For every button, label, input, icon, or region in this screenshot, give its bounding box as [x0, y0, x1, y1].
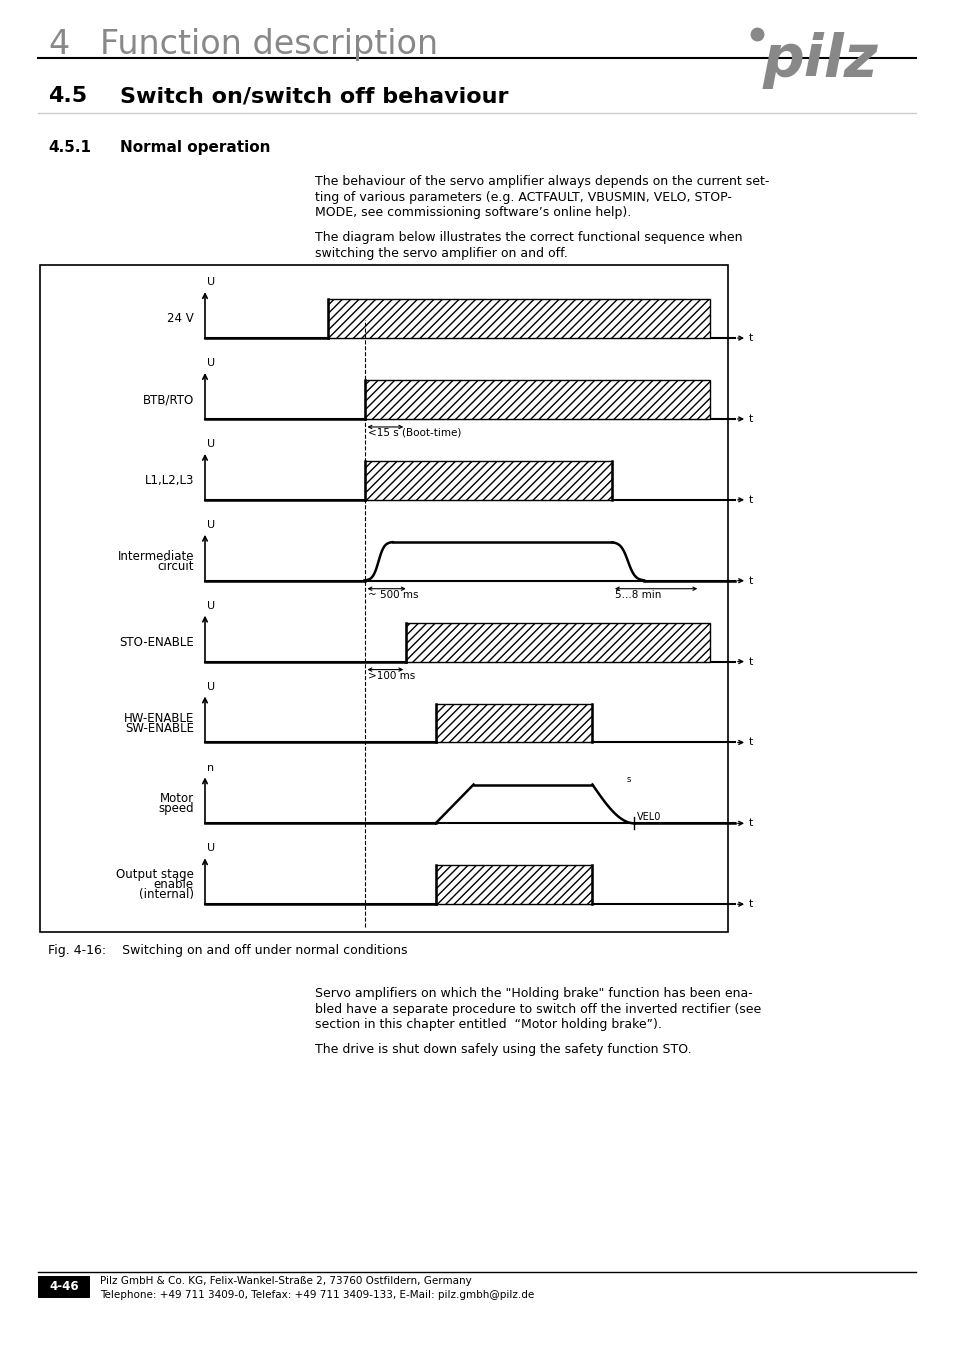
- Text: switching the servo amplifier on and off.: switching the servo amplifier on and off…: [314, 247, 567, 261]
- Text: Servo amplifiers on which the "Holding brake" function has been ena-: Servo amplifiers on which the "Holding b…: [314, 987, 752, 1000]
- Text: t: t: [748, 818, 753, 829]
- Text: The drive is shut down safely using the safety function STO.: The drive is shut down safely using the …: [314, 1044, 691, 1057]
- Text: bled have a separate procedure to switch off the inverted rectifier (see: bled have a separate procedure to switch…: [314, 1003, 760, 1015]
- Text: Pilz GmbH & Co. KG, Felix-Wankel-Straße 2, 73760 Ostfildern, Germany: Pilz GmbH & Co. KG, Felix-Wankel-Straße …: [100, 1276, 471, 1287]
- Text: t: t: [748, 656, 753, 667]
- Text: U: U: [207, 601, 214, 610]
- Text: pilz: pilz: [761, 32, 877, 89]
- Text: U: U: [207, 439, 214, 450]
- Text: VEL0: VEL0: [637, 813, 661, 822]
- Text: HW-ENABLE: HW-ENABLE: [124, 711, 193, 725]
- Text: Motor: Motor: [160, 792, 193, 806]
- Text: U: U: [207, 682, 214, 691]
- Text: Telephone: +49 711 3409-0, Telefax: +49 711 3409-133, E-Mail: pilz.gmbh@pilz.de: Telephone: +49 711 3409-0, Telefax: +49 …: [100, 1291, 534, 1300]
- Bar: [436, 865, 592, 904]
- Text: STO-ENABLE: STO-ENABLE: [119, 636, 193, 648]
- Bar: [364, 381, 709, 418]
- Text: 4.5.1: 4.5.1: [48, 140, 91, 155]
- Text: The diagram below illustrates the correct functional sequence when: The diagram below illustrates the correc…: [314, 231, 741, 244]
- Text: enable: enable: [153, 879, 193, 891]
- Bar: [40, 265, 727, 931]
- Text: U: U: [207, 844, 214, 853]
- Text: 4: 4: [48, 28, 70, 61]
- Text: n: n: [207, 763, 213, 772]
- Text: speed: speed: [158, 802, 193, 815]
- Bar: [436, 703, 592, 742]
- Text: t: t: [748, 414, 753, 424]
- Text: 5...8 min: 5...8 min: [615, 590, 660, 599]
- Text: SW-ENABLE: SW-ENABLE: [125, 721, 193, 734]
- Text: Function description: Function description: [100, 28, 437, 61]
- Text: 24 V: 24 V: [167, 312, 193, 325]
- Text: Intermediate: Intermediate: [117, 549, 193, 563]
- Text: (internal): (internal): [139, 888, 193, 902]
- Text: circuit: circuit: [157, 560, 193, 572]
- Text: MODE, see commissioning software’s online help).: MODE, see commissioning software’s onlin…: [314, 207, 631, 219]
- Text: Output stage: Output stage: [116, 868, 193, 882]
- Text: Fig. 4-16:    Switching on and off under normal conditions: Fig. 4-16: Switching on and off under no…: [48, 944, 407, 957]
- Text: Switch on/switch off behaviour: Switch on/switch off behaviour: [120, 86, 508, 107]
- Text: <15 s (Boot-time): <15 s (Boot-time): [367, 428, 460, 437]
- Bar: [38, 1276, 90, 1297]
- Text: t: t: [748, 333, 753, 343]
- Text: U: U: [207, 520, 214, 531]
- Text: t: t: [748, 575, 753, 586]
- Text: t: t: [748, 737, 753, 748]
- Bar: [364, 460, 612, 500]
- Text: U: U: [207, 277, 214, 288]
- Text: Normal operation: Normal operation: [120, 140, 271, 155]
- Bar: [378, 541, 627, 580]
- Text: section in this chapter entitled  “Motor holding brake”).: section in this chapter entitled “Motor …: [314, 1018, 661, 1031]
- Text: ~ 500 ms: ~ 500 ms: [367, 590, 417, 599]
- Text: The behaviour of the servo amplifier always depends on the current set-: The behaviour of the servo amplifier alw…: [314, 176, 768, 188]
- Text: t: t: [748, 899, 753, 909]
- Text: ting of various parameters (e.g. ACTFAULT, VBUSMIN, VELO, STOP-: ting of various parameters (e.g. ACTFAUL…: [314, 190, 731, 204]
- Text: >100 ms: >100 ms: [367, 671, 415, 680]
- Text: L1,L2,L3: L1,L2,L3: [145, 474, 193, 487]
- Text: 4-46: 4-46: [50, 1281, 79, 1293]
- Text: U: U: [207, 358, 214, 369]
- Text: 4.5: 4.5: [48, 86, 87, 107]
- Text: s: s: [625, 775, 630, 783]
- Text: t: t: [748, 495, 753, 505]
- Text: BTB/RTO: BTB/RTO: [143, 393, 193, 406]
- Bar: [328, 300, 709, 338]
- Bar: [406, 622, 709, 662]
- Bar: [473, 784, 592, 824]
